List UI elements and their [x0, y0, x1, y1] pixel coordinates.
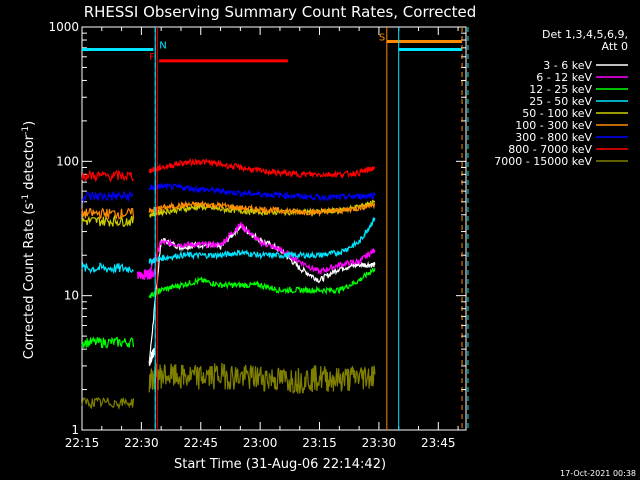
series-800-7000-kev: [81, 158, 376, 183]
legend-label: 3 - 6 keV: [543, 59, 592, 72]
x-tick-label: 23:00: [243, 436, 278, 450]
plot-area: NF S: [81, 26, 469, 431]
y-axis-label-end: ): [22, 121, 37, 126]
series-pre-line: [81, 214, 135, 228]
series-line: [148, 362, 376, 394]
series-line: [148, 158, 376, 179]
series-7000-15000-kev: [81, 362, 376, 411]
series-line: [148, 224, 376, 364]
y-axis-label-mid: detector: [22, 134, 37, 194]
legend-label: 12 - 25 keV: [529, 83, 592, 96]
series-pre-line: [81, 190, 134, 204]
x-tick-label: 22:45: [183, 436, 218, 450]
x-tick-label: 22:15: [65, 436, 100, 450]
series-300-800-kev: [81, 182, 376, 204]
series-6-12-kev: [136, 221, 376, 281]
series-100-300-kev: [81, 199, 376, 220]
flag-s: S: [379, 27, 463, 430]
legend-label: 6 - 12 keV: [536, 71, 592, 84]
flag-segment: [398, 27, 463, 430]
series-pre-line: [81, 336, 135, 349]
legend-header-line1: Det 1,3,4,5,6,9,: [542, 28, 628, 41]
x-axis-label: Start Time (31-Aug-06 22:14:42): [174, 457, 386, 472]
series-line: [148, 221, 376, 275]
legend: Det 1,3,4,5,6,9, Att 0: [542, 28, 628, 53]
series-pre-line: [81, 261, 134, 275]
legend-label: 7000 - 15000 keV: [494, 155, 592, 168]
series-pre-line: [81, 396, 135, 411]
y-tick-label: 100: [56, 154, 79, 168]
x-tick-label: 23:30: [362, 436, 397, 450]
legend-label: 300 - 800 keV: [515, 131, 592, 144]
series-line: [148, 182, 376, 202]
flag-label: S: [379, 32, 385, 43]
legend-label: 25 - 50 keV: [529, 95, 592, 108]
flag-f: F: [149, 27, 288, 430]
chart-title: RHESSI Observing Summary Count Rates, Co…: [84, 3, 477, 21]
series-line: [148, 217, 376, 266]
series-line: [148, 267, 376, 299]
x-tick-label: 23:15: [302, 436, 337, 450]
series-line: [148, 199, 376, 217]
y-tick-label: 1000: [48, 20, 79, 34]
series-pre-line: [136, 267, 156, 281]
series-12-25-kev: [81, 267, 376, 349]
legend-label: 50 - 100 keV: [522, 107, 592, 120]
y-axis-label: Corrected Count Rate (s-1 detector-1): [21, 121, 37, 359]
y-axis-label-main: Corrected Count Rate (s: [22, 203, 37, 360]
timestamp: 17-Oct-2021 00:38: [560, 469, 636, 478]
series-pre-line: [81, 169, 134, 183]
legend-label: 100 - 300 keV: [515, 119, 592, 132]
flag-label: N: [159, 40, 166, 51]
series-25-50-kev: [81, 217, 376, 275]
legend-header-line2: Att 0: [602, 40, 628, 53]
plot-frame: [81, 26, 467, 431]
flag-label: F: [149, 52, 155, 63]
y-axis-label-sup2: -1: [21, 126, 31, 135]
series-3-6-kev: [148, 224, 376, 366]
y-tick-label: 10: [64, 289, 79, 303]
y-axis-label-sup1: -1: [21, 194, 31, 203]
series-pre-line: [148, 344, 156, 366]
x-tick-label: 23:45: [421, 436, 456, 450]
x-tick-label: 22:30: [124, 436, 159, 450]
series-pre-line: [81, 207, 135, 220]
legend-label: 800 - 7000 keV: [508, 143, 592, 156]
y-tick-label: 1: [71, 423, 79, 437]
